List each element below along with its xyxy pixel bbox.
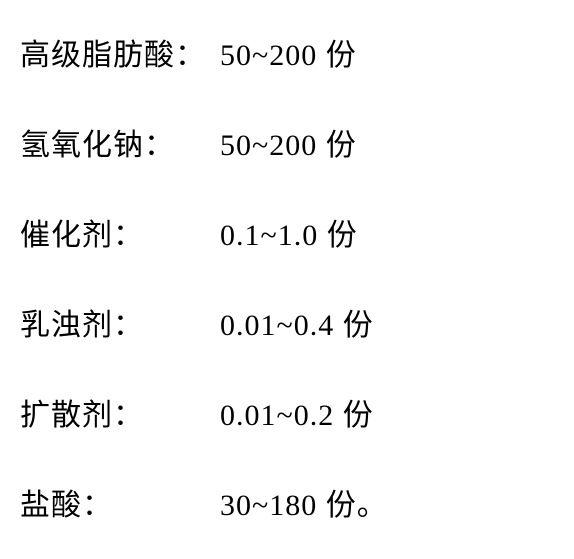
list-item: 乳浊剂： 0.01~0.4 份 bbox=[20, 300, 554, 344]
ingredient-label: 扩散剂： bbox=[20, 390, 220, 434]
list-item: 氢氧化钠： 50~200 份 bbox=[20, 120, 554, 164]
ingredient-value: 50~200 份 bbox=[220, 120, 357, 164]
ingredient-label: 盐酸： bbox=[20, 480, 220, 524]
ingredient-value: 0.1~1.0 份 bbox=[220, 210, 358, 254]
ingredient-label: 乳浊剂： bbox=[20, 300, 220, 344]
ingredient-value: 50~200 份 bbox=[220, 30, 357, 74]
ingredient-label: 氢氧化钠： bbox=[20, 120, 220, 164]
list-item: 盐酸： 30~180 份。 bbox=[20, 480, 554, 524]
ingredient-value: 0.01~0.4 份 bbox=[220, 300, 374, 344]
ingredients-list: 高级脂肪酸： 50~200 份 氢氧化钠： 50~200 份 催化剂： 0.1~… bbox=[0, 0, 574, 544]
ingredient-label: 高级脂肪酸： bbox=[20, 30, 220, 74]
list-item: 催化剂： 0.1~1.0 份 bbox=[20, 210, 554, 254]
ingredient-label: 催化剂： bbox=[20, 210, 220, 254]
ingredient-value: 0.01~0.2 份 bbox=[220, 390, 374, 434]
list-item: 高级脂肪酸： 50~200 份 bbox=[20, 30, 554, 74]
ingredient-value: 30~180 份。 bbox=[220, 480, 388, 524]
list-item: 扩散剂： 0.01~0.2 份 bbox=[20, 390, 554, 434]
